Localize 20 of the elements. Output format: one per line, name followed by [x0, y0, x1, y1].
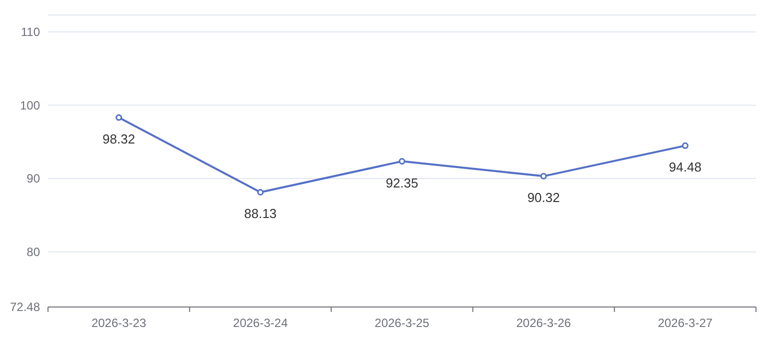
- data-label: 88.13: [244, 206, 277, 222]
- data-label: 98.32: [102, 132, 136, 147]
- x-tick-label: 2026-3-25: [374, 316, 430, 330]
- x-tick-label: 2026-3-23: [91, 316, 146, 330]
- y-tick-label: 100: [20, 98, 40, 112]
- y-tick-label: 90: [26, 172, 40, 186]
- x-tick-label: 2026-3-24: [233, 316, 288, 330]
- data-label: 92.35: [386, 175, 418, 190]
- point: [116, 114, 122, 121]
- y-tick-label: 72.48: [10, 300, 40, 314]
- point: [257, 188, 264, 196]
- point: [540, 172, 547, 180]
- y-tick-label: 110: [20, 25, 40, 40]
- data-label: 90.32: [527, 190, 560, 206]
- x-tick-label: 2026-3-27: [658, 316, 713, 330]
- data-label: 94.48: [668, 160, 702, 175]
- point: [682, 142, 688, 149]
- y-tick-label: 80: [26, 245, 40, 260]
- x-tick-label: 2026-3-26: [516, 316, 572, 330]
- point: [398, 158, 406, 165]
